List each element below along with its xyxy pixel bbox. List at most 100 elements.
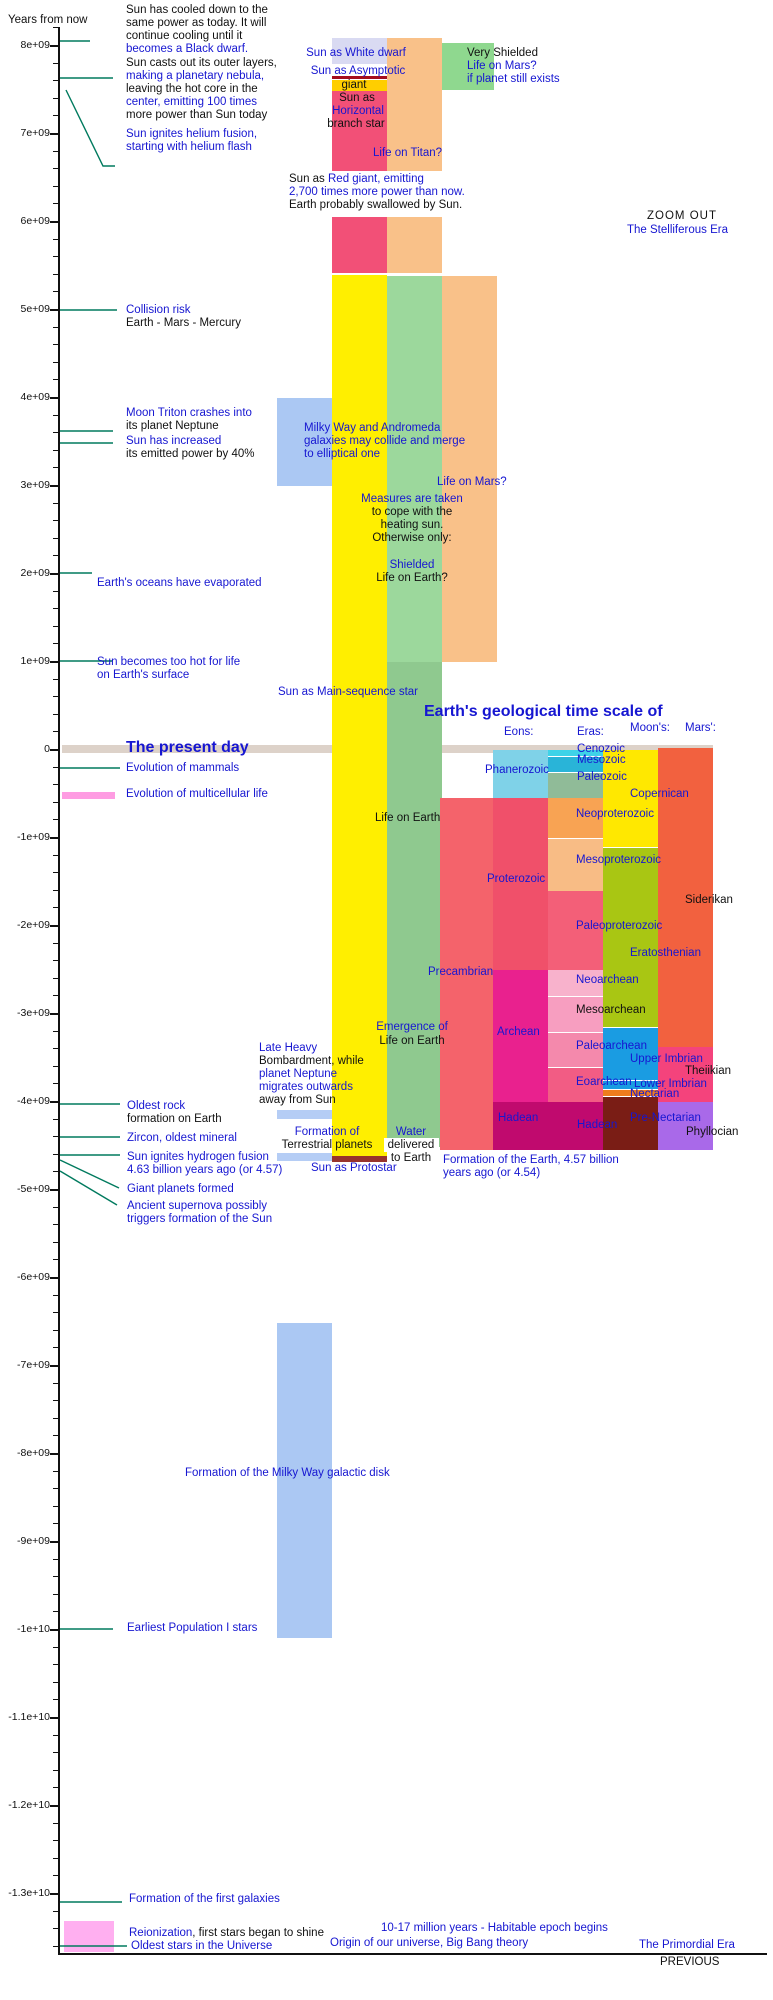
tick-label: -1.2e+10	[8, 1799, 50, 1811]
triton-1: Moon Triton crashes into	[126, 407, 252, 419]
reionization-label: Reionization, first stars began to shine	[129, 1927, 324, 1940]
tick-label: -1.3e+10	[8, 1887, 50, 1899]
water-2: delivered	[387, 1139, 435, 1151]
tick-label: -7e+09	[17, 1359, 50, 1371]
major-tick	[50, 1541, 58, 1543]
minor-tick	[53, 696, 58, 698]
minor-tick	[53, 344, 58, 346]
minor-tick	[53, 273, 58, 275]
minor-tick	[53, 1241, 58, 1243]
note-cooled-2: same power as today. It will	[126, 17, 267, 29]
h-fusion-1: Sun ignites hydrogen fusion	[127, 1151, 269, 1163]
minor-tick	[53, 1435, 58, 1437]
minor-tick	[53, 203, 58, 205]
oldest-stars-label: Oldest stars in the Universe	[131, 1940, 273, 1952]
lhb-bar	[277, 1110, 332, 1119]
major-tick	[50, 1453, 58, 1455]
siderikan-label: Siderikan	[685, 894, 733, 906]
habitable-epoch-label: 10-17 million years - Habitable epoch be…	[381, 1922, 608, 1934]
minor-tick	[53, 1118, 58, 1120]
minor-tick	[53, 150, 58, 152]
minor-tick	[53, 1347, 58, 1349]
tick-label: -1.1e+10	[8, 1711, 50, 1723]
col-header-moons: Moon's:	[630, 722, 670, 734]
minor-tick	[53, 1083, 58, 1085]
geo-title: Earth's geological time scale of	[424, 703, 663, 720]
minor-tick	[53, 520, 58, 522]
primordial-era-label: The Primordial Era	[639, 1939, 735, 1951]
col-header-eras: Eras:	[577, 726, 604, 738]
major-tick	[50, 133, 58, 135]
minor-tick	[53, 1523, 58, 1525]
red-giant-1-part: Sun as	[289, 173, 328, 185]
x-axis-baseline	[58, 1953, 767, 1955]
minor-tick	[53, 1312, 58, 1314]
minor-tick	[53, 1488, 58, 1490]
minor-tick	[53, 537, 58, 539]
minor-tick	[53, 1593, 58, 1595]
tick-label: -9e+09	[17, 1535, 50, 1547]
minor-tick	[53, 872, 58, 874]
minor-tick	[53, 291, 58, 293]
sun-agb-giant-band	[332, 80, 387, 91]
upper-imbrian-box	[603, 1028, 658, 1080]
andromeda-merge-box	[277, 398, 332, 486]
minor-tick	[53, 1576, 58, 1578]
minor-tick	[53, 977, 58, 979]
green-life-on-earth-col	[387, 662, 442, 1147]
minor-tick	[53, 643, 58, 645]
cenozoic-box	[548, 750, 603, 756]
tick-label: 4e+09	[20, 391, 51, 403]
note-cooled-1: Sun has cooled down to the	[126, 4, 268, 16]
lhb-1: Late Heavy	[259, 1042, 318, 1054]
tick-label: -3e+09	[17, 1007, 50, 1019]
minor-tick	[53, 590, 58, 592]
sun-branch-star-label: branch star	[327, 118, 385, 130]
neoproterozoic-box	[548, 798, 603, 838]
orange-lower-col	[442, 276, 497, 662]
minor-tick	[53, 502, 58, 504]
main-sequence-label: Sun as Main-sequence star	[278, 686, 418, 698]
lhb-4: migrates outwards	[259, 1081, 353, 1093]
lower-imbrian-label: Lower Imbrian	[634, 1078, 707, 1090]
minor-tick	[53, 1945, 58, 1947]
note-cooled-4: becomes a Black dwarf.	[126, 43, 249, 55]
paleozoic-box	[548, 773, 603, 798]
neoarchean-box	[548, 970, 603, 996]
minor-tick	[53, 1294, 58, 1296]
minor-tick	[53, 62, 58, 64]
note-nebula-2: making a planetary nebula,	[126, 70, 265, 82]
major-tick	[50, 1101, 58, 1103]
major-tick	[50, 1189, 58, 1191]
previous-link[interactable]: PREVIOUS	[660, 1956, 720, 1968]
zoom-out-link[interactable]: ZOOM OUT	[647, 210, 717, 222]
protostar-label: Sun as Protostar	[311, 1162, 397, 1174]
tick-label: -5e+09	[17, 1183, 50, 1195]
minor-tick	[53, 1400, 58, 1402]
major-tick	[50, 837, 58, 839]
nectarian-box	[603, 1090, 658, 1096]
stelliferous-era: The Stelliferous Era	[627, 224, 728, 236]
sun-asymptotic-label: Sun as Asymptotic	[310, 65, 406, 77]
minor-tick	[53, 1558, 58, 1560]
note-nebula-3: leaving the hot core in the	[126, 83, 258, 95]
minor-tick	[53, 1224, 58, 1226]
sun-increased-2: its emitted power by 40%	[126, 448, 255, 460]
minor-tick	[53, 1382, 58, 1384]
hadean-eon-label: Hadean	[498, 1112, 539, 1124]
too-hot-2: on Earth's surface	[97, 669, 190, 681]
reionization-box	[64, 1921, 114, 1952]
emergence-2: Life on Earth	[379, 1035, 445, 1047]
h-fusion-2: 4.63 billion years ago (or 4.57)	[127, 1164, 283, 1176]
minor-tick	[53, 432, 58, 434]
mesoproterozoic-label: Mesoproterozoic	[576, 854, 662, 866]
major-tick	[50, 749, 58, 751]
minor-tick	[53, 1505, 58, 1507]
terrestrial-1: Formation of	[294, 1126, 360, 1138]
mesoproterozoic-box	[548, 839, 603, 891]
red-giant-1-part: Red giant	[328, 173, 378, 185]
major-tick	[50, 1365, 58, 1367]
major-tick	[50, 485, 58, 487]
minor-tick	[53, 27, 58, 29]
mars-shielded-2: Life on Mars?	[467, 60, 537, 72]
